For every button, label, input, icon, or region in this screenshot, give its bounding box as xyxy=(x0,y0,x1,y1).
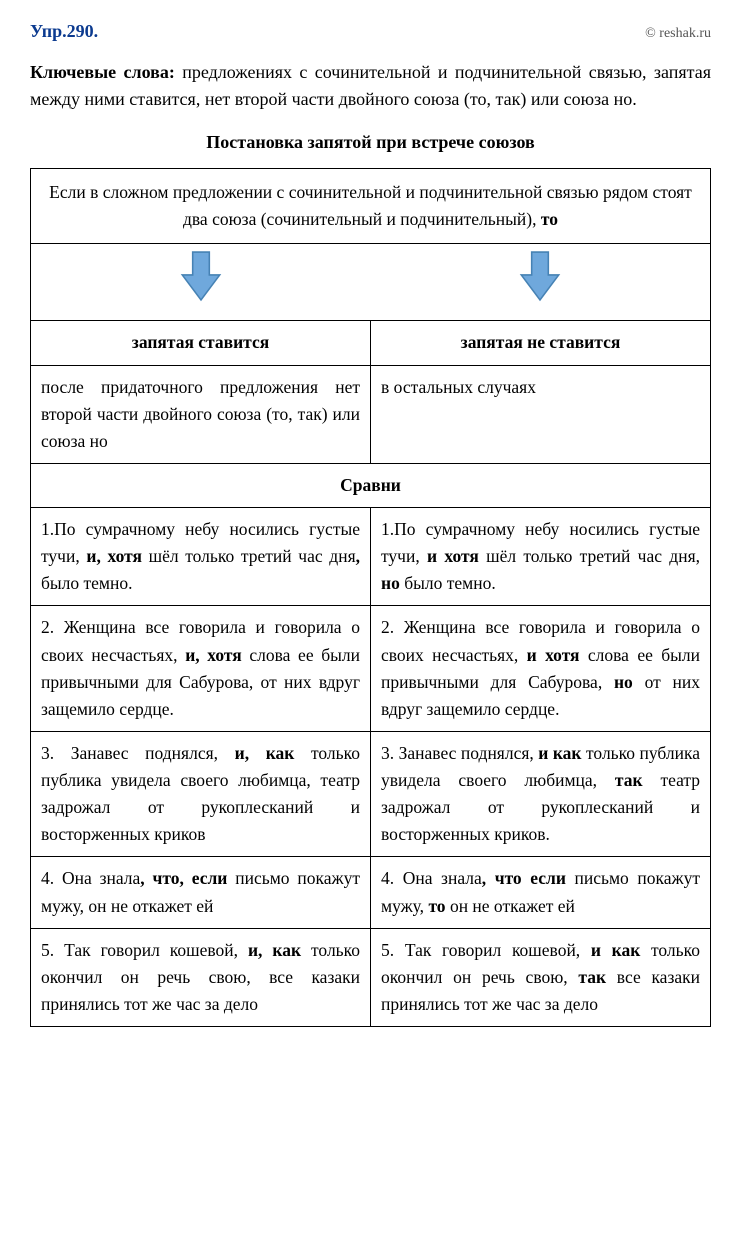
example-right: 4. Она знала, что если письмо покажут му… xyxy=(371,857,711,928)
keywords-block: Ключевые слова: предложениях с сочинител… xyxy=(30,59,711,113)
example-right: 5. Так говорил кошевой, и как только око… xyxy=(371,928,711,1026)
comparison-table: Если в сложном предложении с сочинительн… xyxy=(30,168,711,1027)
keywords-label: Ключевые слова: xyxy=(30,62,175,82)
rule-row: после придаточного предложения нет второ… xyxy=(31,365,711,463)
example-left: 5. Так говорил кошевой, и, как только ок… xyxy=(31,928,371,1026)
header-row: Упр.290. © reshak.ru xyxy=(30,18,711,45)
exercise-number: Упр.290. xyxy=(30,18,98,45)
rule-right-cell: в остальных случаях xyxy=(371,365,711,463)
arrow-left-cell xyxy=(31,244,371,321)
example-left: 3. Занавес поднялся, и, как только публи… xyxy=(31,731,371,857)
page-container: Упр.290. © reshak.ru Ключевые слова: пре… xyxy=(30,18,711,1027)
example-right: 1.По сумрачному небу носились густые туч… xyxy=(371,508,711,606)
compare-header-row: Сравни xyxy=(31,463,711,507)
column-headers-row: запятая ставится запятая не ставится xyxy=(31,321,711,365)
arrow-right-cell xyxy=(371,244,711,321)
table-row: 4. Она знала, что, если письмо покажут м… xyxy=(31,857,711,928)
example-left: 4. Она знала, что, если письмо покажут м… xyxy=(31,857,371,928)
intro-cell: Если в сложном предложении с сочинительн… xyxy=(31,169,711,244)
site-credit: © reshak.ru xyxy=(645,23,711,44)
arrow-down-icon xyxy=(180,250,222,302)
table-row: 3. Занавес поднялся, и, как только публи… xyxy=(31,731,711,857)
table-title: Постановка запятой при встрече союзов xyxy=(30,129,711,156)
compare-header: Сравни xyxy=(31,463,711,507)
example-left: 1.По сумрачному небу носились густые туч… xyxy=(31,508,371,606)
example-left: 2. Женщина все говорила и говорила о сво… xyxy=(31,606,371,732)
table-row: 2. Женщина все говорила и говорила о сво… xyxy=(31,606,711,732)
table-row: 1.По сумрачному небу носились густые туч… xyxy=(31,508,711,606)
arrow-down-icon xyxy=(519,250,561,302)
table-row: 5. Так говорил кошевой, и, как только ок… xyxy=(31,928,711,1026)
example-right: 2. Женщина все говорила и говорила о сво… xyxy=(371,606,711,732)
rule-left-cell: после придаточного предложения нет второ… xyxy=(31,365,371,463)
intro-text: Если в сложном предложении с сочинительн… xyxy=(49,182,692,229)
arrow-row xyxy=(31,244,711,321)
col-left-header: запятая ставится xyxy=(31,321,371,365)
col-right-header: запятая не ставится xyxy=(371,321,711,365)
example-right: 3. Занавес поднялся, и как только публик… xyxy=(371,731,711,857)
